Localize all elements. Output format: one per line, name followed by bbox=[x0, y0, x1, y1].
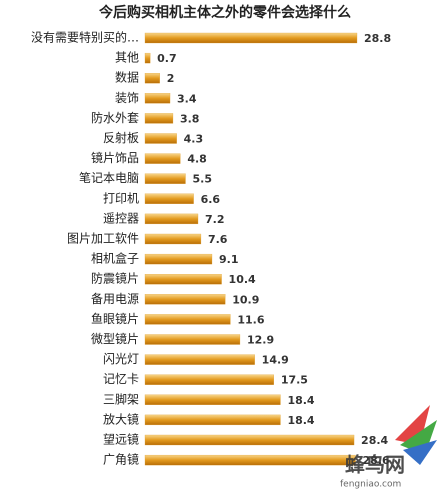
value-label: 7.6 bbox=[208, 233, 228, 246]
bar bbox=[144, 414, 281, 426]
bar bbox=[144, 93, 171, 104]
watermark: 蜂鸟网 fengniao.com bbox=[340, 405, 437, 490]
category-label: 三脚架 bbox=[103, 391, 139, 406]
bar bbox=[144, 52, 151, 64]
bar bbox=[144, 233, 202, 245]
category-label: 其他 bbox=[115, 51, 139, 65]
logo-feather bbox=[403, 440, 437, 465]
value-label: 28.4 bbox=[361, 434, 388, 447]
category-label: 鱼眼镜片 bbox=[91, 311, 139, 326]
bar bbox=[144, 274, 222, 285]
value-label: 10.9 bbox=[232, 293, 259, 306]
category-label: 广角镜 bbox=[103, 452, 139, 467]
bars: 没有需要特别买的… 28.8 其他 0.7 数据 2 装饰 3.4 防水外套 3.8 反射板 4.3 镜… bbox=[31, 30, 391, 468]
category-label: 闪光灯 bbox=[103, 352, 139, 366]
bar bbox=[144, 314, 231, 325]
category-label: 反射板 bbox=[103, 130, 139, 145]
value-label: 0.7 bbox=[157, 52, 177, 65]
bar bbox=[144, 73, 160, 84]
value-label: 4.3 bbox=[184, 133, 204, 146]
category-label: 没有需要特别买的… bbox=[31, 30, 139, 45]
bar bbox=[144, 374, 274, 385]
watermark-text: 蜂鸟网 bbox=[345, 453, 405, 477]
value-label: 3.8 bbox=[180, 112, 200, 125]
value-label: 5.5 bbox=[192, 173, 212, 186]
category-label: 放大镜 bbox=[103, 411, 139, 426]
value-label: 11.6 bbox=[237, 313, 264, 326]
watermark-url: fengniao.com bbox=[340, 480, 401, 490]
category-label: 遥控器 bbox=[103, 211, 139, 225]
category-label: 数据 bbox=[115, 70, 139, 85]
bar bbox=[144, 253, 213, 265]
category-label: 望远镜 bbox=[103, 432, 139, 447]
value-label: 17.5 bbox=[281, 374, 308, 387]
value-label: 14.9 bbox=[262, 354, 289, 367]
category-label: 记忆卡 bbox=[103, 372, 139, 386]
category-label: 装饰 bbox=[115, 91, 139, 105]
value-label: 12.9 bbox=[247, 334, 274, 347]
category-label: 防震镜片 bbox=[91, 271, 139, 286]
category-label: 防水外套 bbox=[91, 110, 139, 125]
category-label: 相机盒子 bbox=[91, 251, 139, 266]
bar bbox=[144, 294, 226, 305]
bar bbox=[144, 133, 177, 144]
value-label: 7.2 bbox=[205, 213, 225, 226]
bar bbox=[144, 153, 181, 164]
value-label: 9.1 bbox=[219, 253, 239, 266]
bar bbox=[144, 334, 241, 345]
value-label: 18.4 bbox=[287, 414, 314, 427]
bar bbox=[144, 173, 186, 184]
bar bbox=[144, 454, 356, 466]
category-label: 图片加工软件 bbox=[67, 232, 139, 246]
category-label: 笔记本电脑 bbox=[79, 170, 139, 185]
chart-title: 今后购买相机主体之外的零件会选择什么 bbox=[98, 4, 351, 21]
value-label: 28.6 bbox=[363, 454, 390, 467]
value-label: 3.4 bbox=[177, 92, 197, 105]
bar bbox=[144, 354, 255, 365]
value-label: 2 bbox=[167, 72, 175, 85]
bar bbox=[144, 32, 358, 44]
bar bbox=[144, 193, 194, 204]
category-label: 打印机 bbox=[103, 191, 139, 205]
value-label: 28.8 bbox=[364, 32, 391, 45]
bar bbox=[144, 113, 174, 124]
value-label: 10.4 bbox=[229, 273, 256, 286]
value-label: 4.8 bbox=[187, 153, 207, 166]
bar bbox=[144, 434, 355, 446]
bar bbox=[144, 394, 281, 405]
category-label: 微型镜片 bbox=[91, 331, 139, 346]
bar bbox=[144, 213, 199, 225]
value-label: 6.6 bbox=[201, 193, 221, 206]
value-label: 18.4 bbox=[287, 394, 314, 407]
category-label: 镜片饰品 bbox=[91, 150, 139, 165]
category-label: 备用电源 bbox=[91, 292, 139, 306]
